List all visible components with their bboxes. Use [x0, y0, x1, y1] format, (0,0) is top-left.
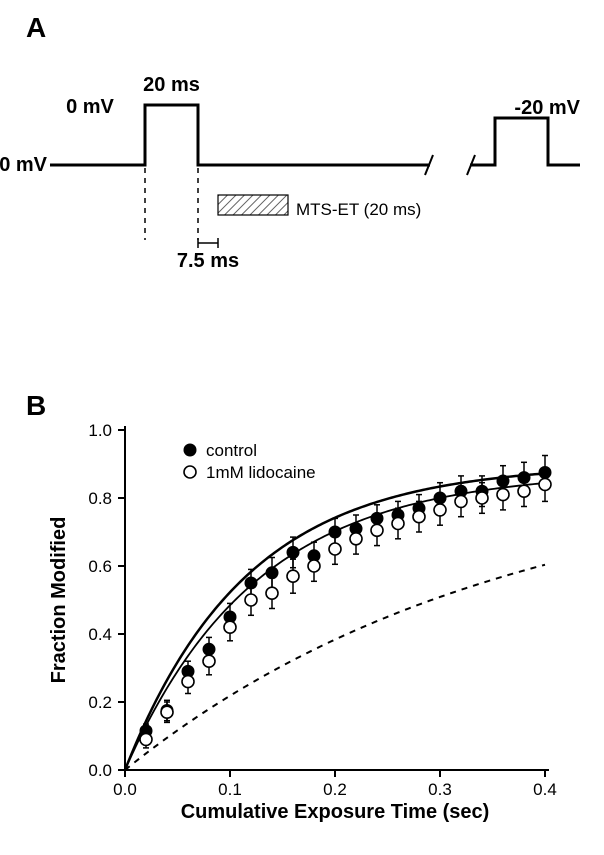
- lidocaine-marker: [161, 706, 173, 718]
- lidocaine-marker: [182, 676, 194, 688]
- lidocaine-marker: [329, 543, 341, 555]
- control-marker: [287, 546, 300, 559]
- lidocaine-marker: [497, 489, 509, 501]
- lidocaine-marker: [140, 733, 152, 745]
- legend-marker-control: [184, 444, 197, 457]
- lidocaine-marker: [203, 655, 215, 667]
- lidocaine-marker: [413, 511, 425, 523]
- legend-label-lidocaine: 1mM lidocaine: [206, 463, 316, 482]
- lidocaine-marker: [455, 495, 467, 507]
- test-level-label: -20 mV: [514, 97, 580, 119]
- legend-label-control: control: [206, 441, 257, 460]
- pulse-duration-label: 20 ms: [143, 74, 200, 96]
- lidocaine-marker: [308, 560, 320, 572]
- lidocaine-marker: [392, 518, 404, 530]
- protocol-diagram: 0 mV 20 ms -120 mV -20 mV MTS-ET (20 ms) 7.5 …: [0, 40, 604, 340]
- y-tick-label: 0.0: [88, 761, 112, 780]
- legend-marker-lidocaine: [184, 466, 196, 478]
- lidocaine-marker: [371, 524, 383, 536]
- lidocaine-marker: [266, 587, 278, 599]
- y-tick-label: 0.2: [88, 693, 112, 712]
- lidocaine-marker: [434, 504, 446, 516]
- lidocaine-marker: [518, 485, 530, 497]
- x-tick-label: 0.3: [428, 780, 452, 799]
- x-tick-label: 0.0: [113, 780, 137, 799]
- y-tick-label: 0.8: [88, 489, 112, 508]
- x-axis-label: Cumulative Exposure Time (sec): [181, 801, 490, 823]
- y-tick-label: 1.0: [88, 421, 112, 440]
- lidocaine-marker: [476, 492, 488, 504]
- figure-container: { "panelA": { "label": "A", "label_fonts…: [0, 0, 604, 853]
- x-tick-label: 0.4: [533, 780, 557, 799]
- mts-label: MTS-ET (20 ms): [296, 200, 421, 219]
- pulse-level-label: 0 mV: [66, 96, 114, 118]
- lidocaine-marker: [245, 594, 257, 606]
- y-tick-label: 0.6: [88, 557, 112, 576]
- holding-level-label: -120 mV: [0, 154, 48, 176]
- delay-label: 7.5 ms: [177, 250, 239, 272]
- y-axis-label: Fraction Modified: [48, 517, 70, 684]
- mts-application-bar: [218, 195, 288, 215]
- lidocaine-marker: [350, 533, 362, 545]
- modification-chart: 0.0 0.2 0.4 0.6 0.8 1.0 0.0 0.1 0.2 0.3 0.4 Cumulat…: [0, 395, 604, 855]
- y-tick-label: 0.4: [88, 625, 112, 644]
- x-tick-label: 0.2: [323, 780, 347, 799]
- lidocaine-marker: [224, 621, 236, 633]
- voltage-trace-right: [470, 118, 580, 165]
- x-tick-label: 0.1: [218, 780, 242, 799]
- lidocaine-marker: [287, 570, 299, 582]
- lidocaine-marker: [539, 478, 551, 490]
